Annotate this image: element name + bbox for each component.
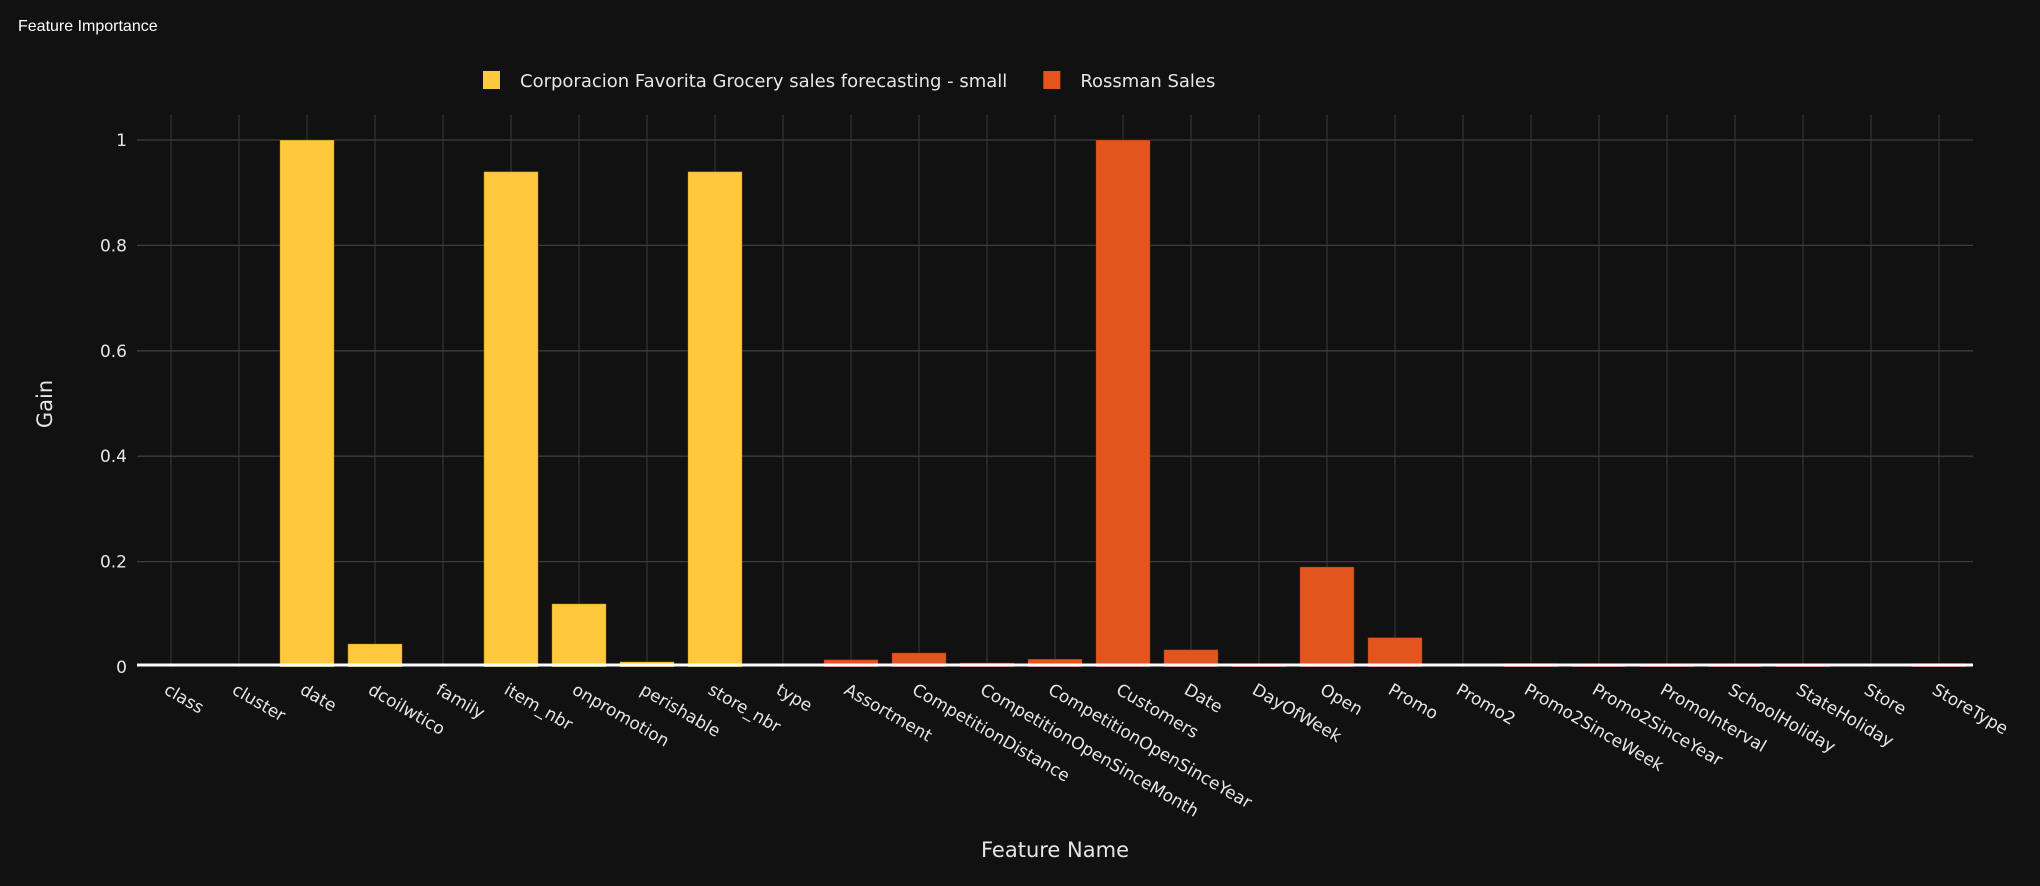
y-tick-label: 0.2: [100, 553, 127, 573]
x-tick-label: Date: [1181, 680, 1226, 718]
legend-swatch: [1043, 71, 1061, 89]
legend-entry: Rossman Sales: [1080, 71, 1215, 92]
y-tick-label: 0.4: [100, 447, 127, 467]
chart-title: Feature Importance: [18, 18, 158, 35]
bar-date: [279, 139, 335, 668]
bar-item_nbr: [483, 171, 539, 668]
x-tick-label: Promo: [1385, 680, 1442, 724]
bar-store_nbr: [687, 171, 743, 668]
x-tick-label: Store: [1861, 680, 1910, 720]
x-tick-label: class: [161, 680, 208, 718]
bar-dcoilwtico: [347, 643, 403, 668]
x-axis-title: Feature Name: [981, 838, 1129, 862]
y-tick-label: 0.8: [100, 236, 127, 256]
legend-swatch: [483, 71, 500, 89]
x-tick-label: family: [433, 680, 488, 724]
bar-Open: [1299, 566, 1355, 668]
bar-CompetitionDistance: [891, 652, 947, 668]
y-tick-label: 1: [116, 131, 127, 151]
x-tick-label: dcoilwtico: [365, 680, 449, 740]
y-tick-label: 0: [116, 658, 127, 678]
x-tick-label: Open: [1317, 680, 1366, 720]
x-tick-label: Promo2: [1453, 680, 1519, 730]
x-tick-label: cluster: [229, 680, 289, 726]
x-tick-label: date: [297, 680, 340, 716]
y-tick-label: 0.6: [100, 342, 127, 362]
bar-Customers: [1095, 139, 1151, 668]
bar-Promo: [1367, 636, 1423, 668]
bar-CompetitionOpenSinceYear: [1027, 658, 1083, 668]
x-tick-label: StoreType: [1929, 680, 2012, 739]
bar-Date: [1163, 649, 1219, 668]
bar-onpromotion: [551, 603, 607, 668]
bar-Assortment: [823, 659, 879, 668]
legend-entry: Corporacion Favorita Grocery sales forec…: [520, 71, 1007, 92]
x-tick-label: item_nbr: [501, 680, 576, 735]
y-axis-title: Gain: [33, 380, 57, 428]
x-tick-label: type: [773, 680, 816, 716]
